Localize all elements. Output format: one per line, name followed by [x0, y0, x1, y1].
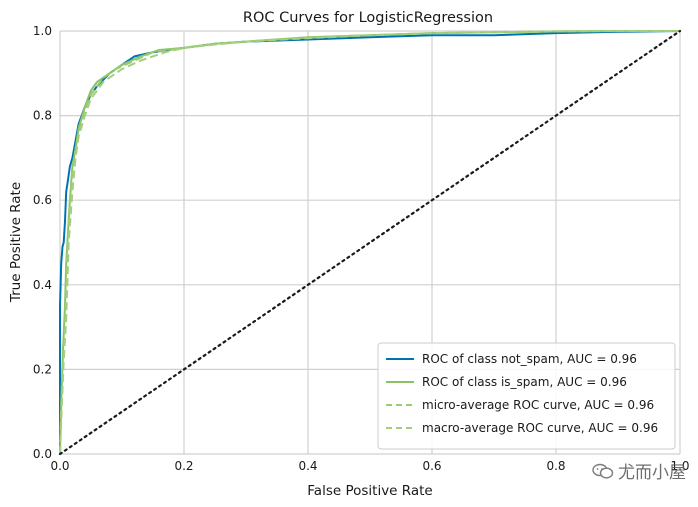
series-line-4 — [59, 30, 680, 455]
x-axis-label: False Positive Rate — [307, 483, 432, 499]
chance-line — [58, 29, 682, 456]
x-tick-label: 0.6 — [422, 459, 441, 473]
y-tick-label: 0.8 — [33, 109, 52, 123]
legend-label: macro-average ROC curve, AUC = 0.96 — [422, 421, 658, 435]
grid — [59, 30, 681, 455]
watermark: 尤而小屋 — [592, 458, 686, 483]
wechat-icon — [592, 463, 614, 479]
series-lines — [58, 29, 682, 456]
legend: ROC of class not_spam, AUC = 0.96 ROC of … — [377, 342, 676, 450]
legend-label: micro-average ROC curve, AUC = 0.96 — [422, 398, 654, 412]
x-tick-label: 1.0 — [670, 459, 689, 473]
x-tick-label: 0.8 — [546, 459, 565, 473]
legend-box — [377, 342, 676, 450]
x-tick-label: 0.4 — [298, 459, 317, 473]
watermark-text: 尤而小屋 — [618, 463, 686, 483]
legend-label: ROC of class is_spam, AUC = 0.96 — [422, 375, 627, 389]
y-tick-label: 0.6 — [33, 193, 52, 207]
y-tick-label: 0.4 — [33, 278, 52, 292]
y-tick-label: 0.2 — [33, 362, 52, 376]
y-tick-labels: 0.0 0.2 0.4 0.6 0.8 1.0 — [33, 24, 52, 461]
x-tick-labels: 0.0 0.2 0.4 0.6 0.8 1.0 — [50, 459, 689, 473]
y-tick-label: 1.0 — [33, 24, 52, 38]
legend-label: ROC of class not_spam, AUC = 0.96 — [422, 352, 637, 366]
y-tick-label: 0.0 — [33, 447, 52, 461]
chart-title: ROC Curves for LogisticRegression — [243, 10, 493, 26]
x-tick-label: 0.0 — [50, 459, 69, 473]
y-axis-label: True Positive Rate — [8, 182, 24, 303]
series-line-3 — [59, 30, 680, 455]
x-tick-label: 0.2 — [174, 459, 193, 473]
